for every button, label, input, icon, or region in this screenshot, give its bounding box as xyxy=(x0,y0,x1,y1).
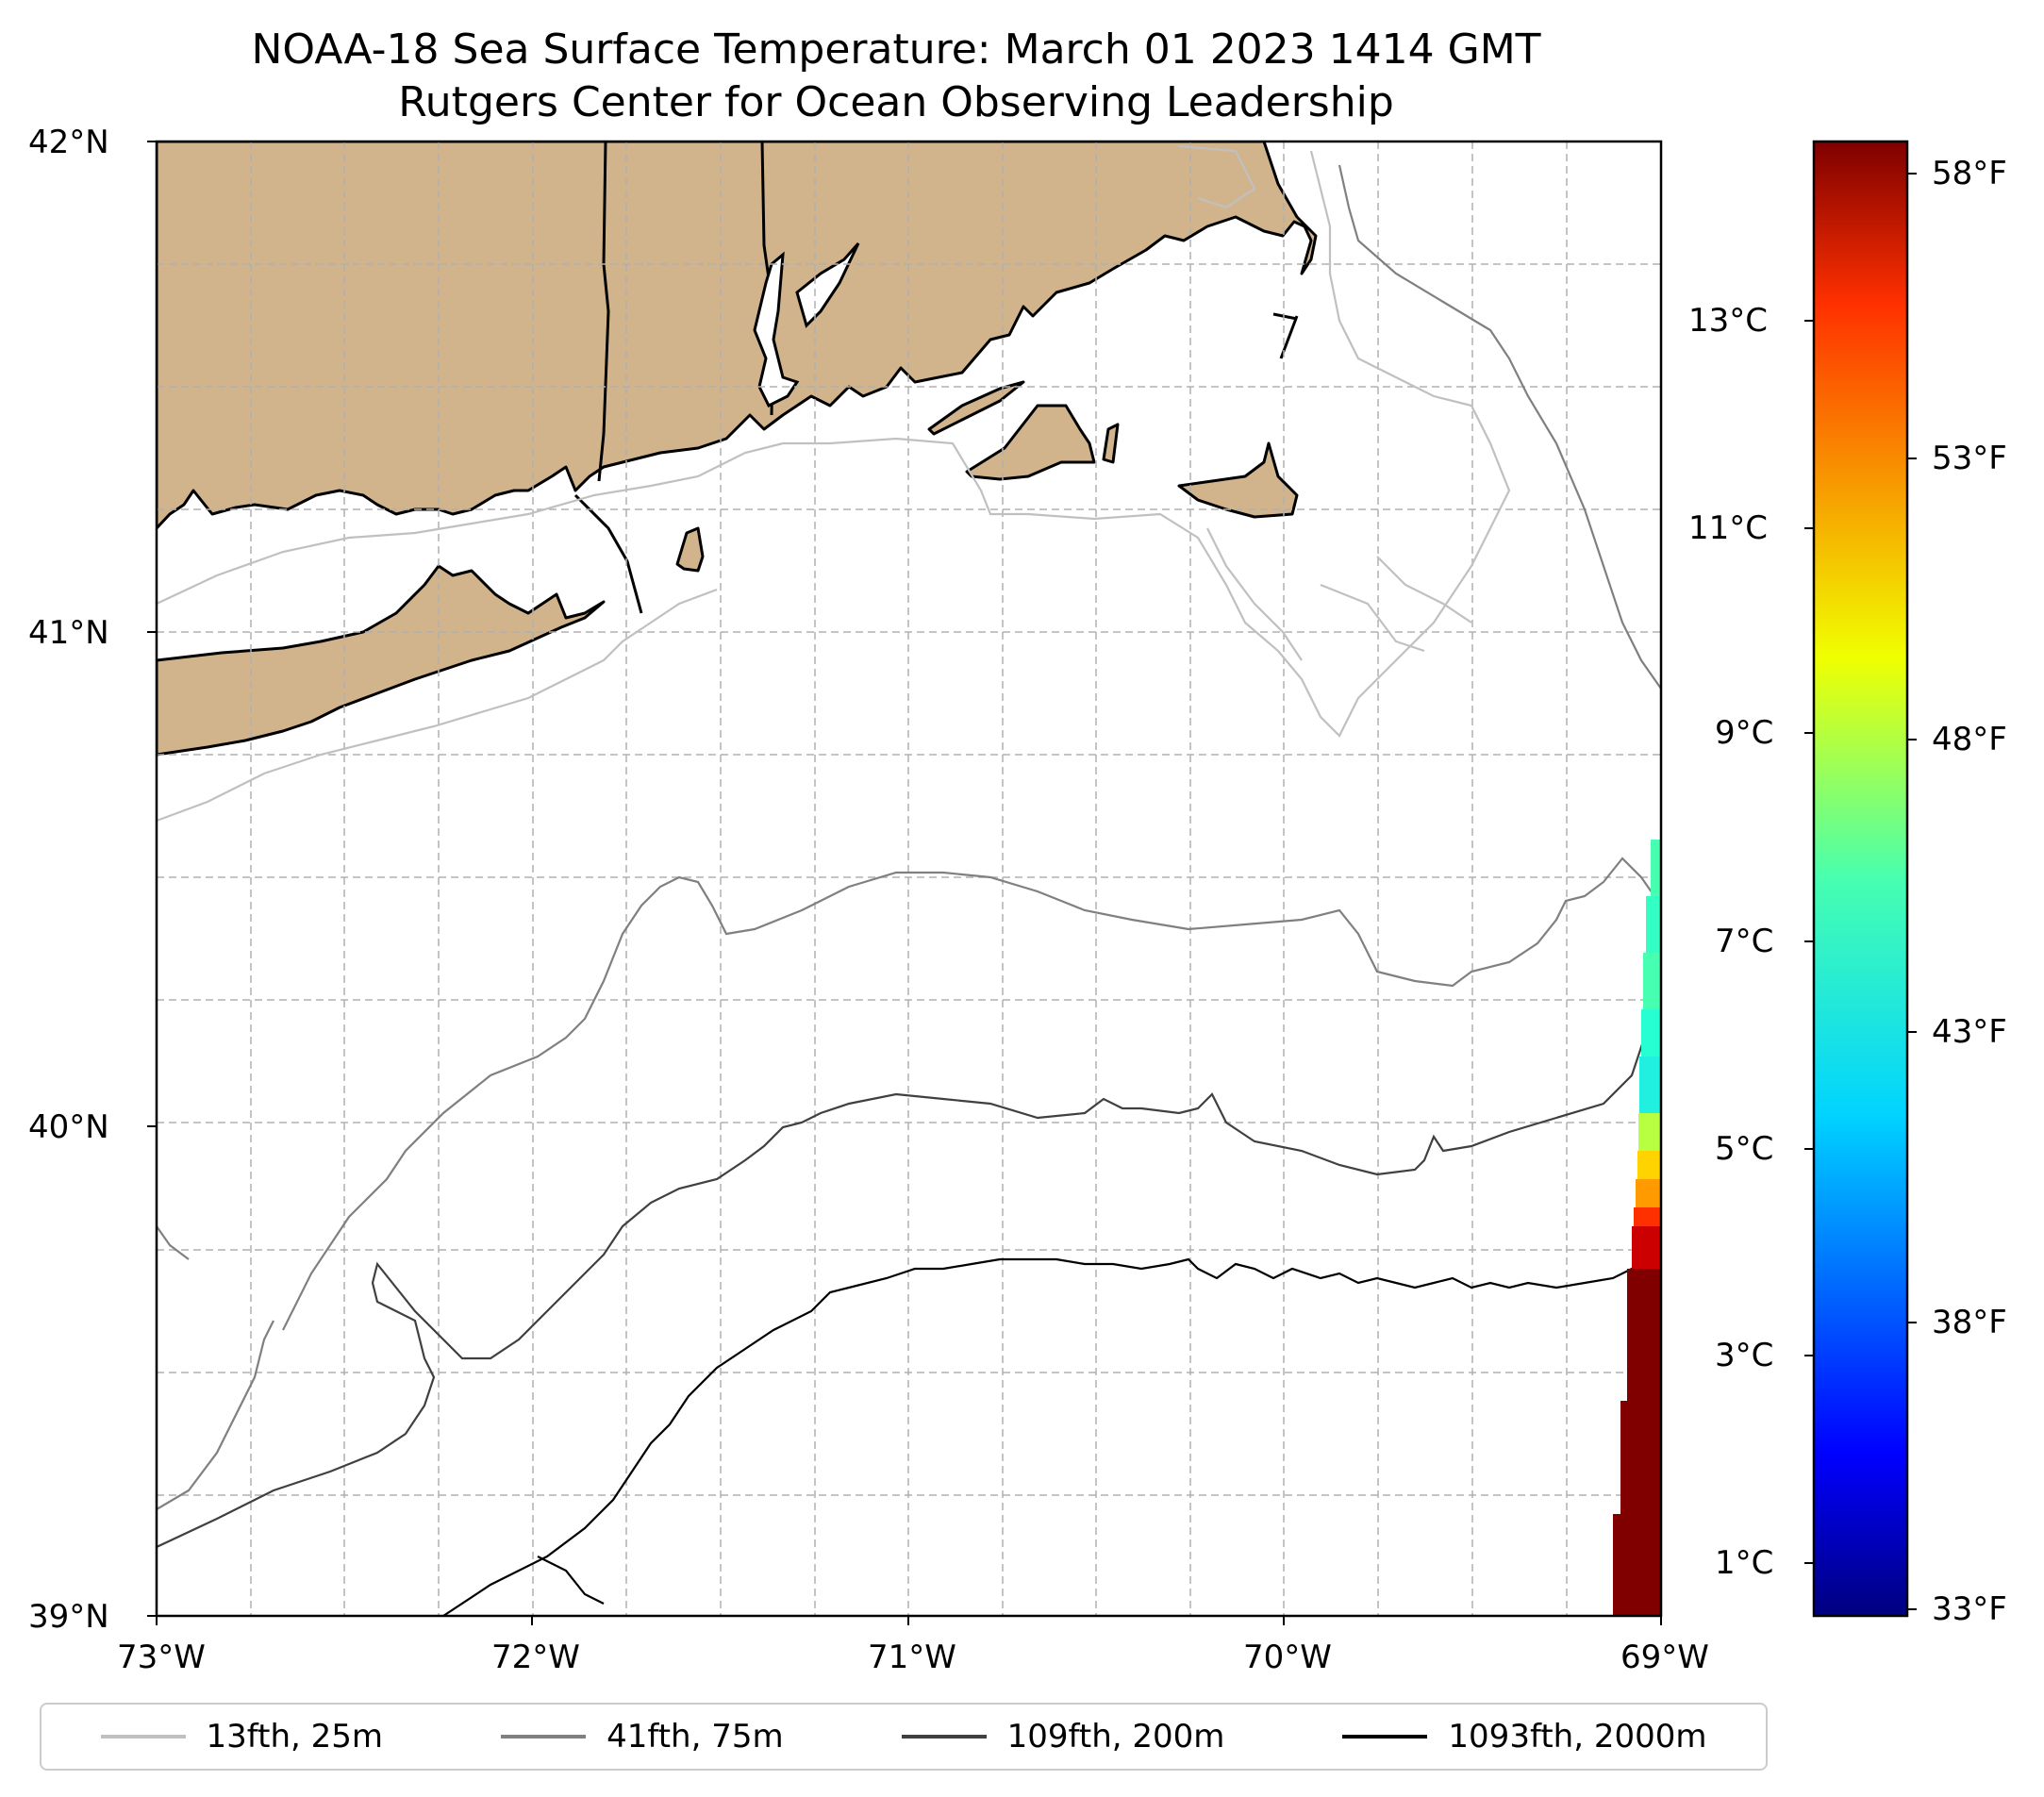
legend-label: 41fth, 75m xyxy=(607,1718,784,1755)
map-title: NOAA-18 Sea Surface Temperature: March 0… xyxy=(251,25,1541,74)
lon-tick-label: 70°W xyxy=(1243,1639,1332,1676)
land-nantucket xyxy=(1177,441,1299,519)
contour-200m xyxy=(157,1032,1648,1548)
legend-line-swatch xyxy=(501,1735,587,1739)
colorbar-fahrenheit-label: 38°F xyxy=(1932,1304,2007,1341)
colorbar-gradient xyxy=(1814,141,1907,1616)
colorbar-celsius-label: 5°C xyxy=(1715,1130,1774,1168)
lat-tick-label: 41°N xyxy=(28,614,109,652)
colorbar-frame xyxy=(1812,140,1909,1618)
legend-item: 13fth, 25m xyxy=(100,1718,384,1755)
lon-tick-label: 73°W xyxy=(117,1639,206,1676)
land-block-island xyxy=(675,526,705,573)
axis-tick-marks xyxy=(147,141,1662,1625)
colorbar-celsius-label: 9°C xyxy=(1715,714,1774,752)
land-mainland xyxy=(157,141,1318,530)
map-subtitle: Rutgers Center for Ocean Observing Leade… xyxy=(398,78,1394,126)
colorbar-celsius-label: 7°C xyxy=(1715,923,1774,960)
colorbar-fahrenheit-label: 58°F xyxy=(1932,155,2007,192)
bathymetry-contours xyxy=(157,144,1661,1616)
sst-data-layer xyxy=(1613,840,1661,1616)
colorbar-celsius-label: 13°C xyxy=(1688,302,1769,340)
legend-item: 109fth, 200m xyxy=(901,1718,1225,1755)
land-elizabeth-islands xyxy=(927,380,1025,436)
contour-25m-shoals xyxy=(1178,144,1472,661)
colorbar-fahrenheit-label: 33°F xyxy=(1932,1590,2007,1628)
land-muskeget xyxy=(1102,423,1120,464)
gridlines xyxy=(157,141,1661,1616)
colorbar-celsius-label: 1°C xyxy=(1715,1544,1774,1582)
legend-item: 41fth, 75m xyxy=(501,1718,784,1755)
lat-tick-label: 39°N xyxy=(28,1598,109,1636)
lat-tick-label: 40°N xyxy=(28,1108,109,1146)
colorbar-celsius-label: 3°C xyxy=(1715,1337,1774,1374)
legend-line-swatch xyxy=(100,1735,186,1739)
contour-2000m xyxy=(442,1257,1661,1616)
colorbar-celsius-label: 11°C xyxy=(1688,509,1769,547)
lat-tick-label: 42°N xyxy=(28,124,109,161)
legend-item: 1093fth, 2000m xyxy=(1342,1718,1706,1755)
colorbar-fahrenheit-label: 48°F xyxy=(1932,721,2007,758)
colorbar-fahrenheit-label: 43°F xyxy=(1932,1013,2007,1051)
legend-label: 109fth, 200m xyxy=(1006,1718,1225,1755)
contour-legend: 13fth, 25m 41fth, 75m 109fth, 200m 1093f… xyxy=(40,1703,1768,1771)
lon-tick-label: 71°W xyxy=(868,1639,956,1676)
contour-25m-shelf xyxy=(157,588,718,823)
legend-label: 1093fth, 2000m xyxy=(1448,1718,1707,1755)
contour-25m xyxy=(157,150,1511,738)
colorbar-tick-marks xyxy=(1804,173,1917,1610)
legend-label: 13fth, 25m xyxy=(206,1718,384,1755)
legend-line-swatch xyxy=(1342,1735,1428,1739)
land-layer xyxy=(157,141,1318,757)
contour-75m xyxy=(157,164,1661,1510)
lon-tick-label: 69°W xyxy=(1620,1639,1709,1676)
colorbar-fahrenheit-label: 53°F xyxy=(1932,440,2007,477)
legend-line-swatch xyxy=(901,1735,987,1739)
land-marthas-vineyard xyxy=(965,404,1096,481)
lon-tick-label: 72°W xyxy=(491,1639,580,1676)
land-long-island xyxy=(157,564,606,757)
